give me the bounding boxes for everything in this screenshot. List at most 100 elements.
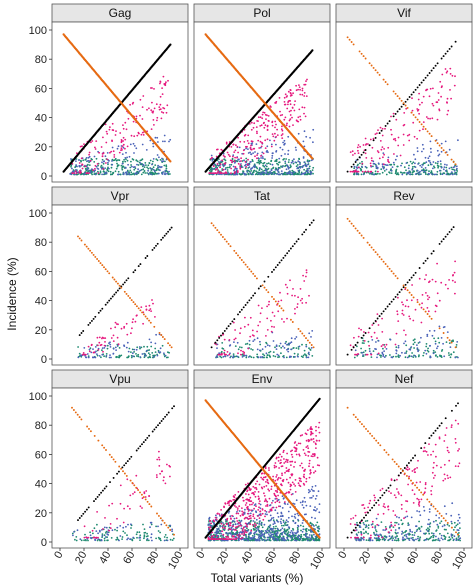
magenta-point [169, 465, 172, 468]
black-line-point [426, 74, 429, 77]
orange-line-point [173, 533, 175, 536]
teal-point [95, 157, 98, 160]
black-line-point [130, 455, 133, 458]
magenta-point [404, 288, 407, 291]
blue-point [159, 347, 162, 350]
magenta-point [285, 96, 288, 98]
orange-line-point [372, 66, 375, 69]
black-line-point [237, 313, 239, 316]
magenta-point [291, 294, 293, 297]
teal-point [294, 534, 297, 537]
magenta-point [98, 151, 100, 154]
blue-point [427, 160, 430, 162]
teal-point [134, 167, 137, 170]
magenta-point [381, 127, 384, 130]
blue-point [383, 356, 386, 358]
orange-line-point [372, 248, 375, 251]
magenta-point [431, 117, 434, 120]
panel-title: Pol [253, 6, 270, 20]
black-line-point [350, 165, 353, 168]
black-line-point [372, 322, 375, 325]
black-line-point [400, 288, 403, 291]
teal-point [114, 170, 117, 173]
teal-point [256, 353, 259, 356]
blue-point [429, 356, 432, 359]
magenta-point [159, 82, 161, 85]
teal-point [75, 536, 78, 538]
black-line-point [308, 224, 311, 226]
magenta-point [228, 353, 231, 356]
magenta-point [284, 93, 287, 96]
magenta-point [161, 470, 164, 473]
teal-point [262, 162, 265, 165]
blue-point [247, 148, 249, 151]
magenta-point [271, 325, 273, 328]
blue-point [297, 514, 300, 517]
magenta-point [150, 128, 153, 131]
orange-line-point [356, 229, 359, 232]
blue-point [164, 172, 166, 174]
magenta-point [281, 472, 283, 475]
teal-point [103, 534, 106, 537]
blue-point [314, 535, 317, 538]
black-line-point [450, 45, 453, 48]
blue-point [270, 533, 273, 536]
teal-point [423, 352, 425, 354]
magenta-point [148, 309, 151, 312]
magenta-point [119, 502, 122, 505]
orange-line-point [278, 305, 281, 307]
blue-point [440, 150, 443, 153]
magenta-point [392, 112, 395, 115]
blue-point [112, 352, 115, 355]
teal-point [138, 531, 141, 534]
orange-line-point [141, 311, 144, 314]
teal-point [268, 354, 271, 357]
magenta-point [132, 120, 135, 123]
magenta-point [287, 103, 289, 106]
black-line-point [231, 320, 234, 323]
teal-point [130, 171, 133, 174]
magenta-point [406, 299, 408, 302]
black-line-point [282, 256, 285, 259]
orange-line-point [246, 265, 249, 268]
black-line-point [291, 245, 294, 248]
black-line-point [442, 55, 445, 58]
teal-point [226, 169, 229, 171]
teal-point [356, 345, 358, 348]
magenta-point [250, 121, 253, 124]
magenta-point [87, 536, 90, 539]
teal-point [222, 348, 225, 350]
teal-point [412, 170, 415, 172]
blue-point [163, 352, 165, 355]
magenta-point [371, 324, 374, 326]
orange-line-point [446, 336, 449, 339]
teal-point [130, 173, 133, 176]
teal-point [165, 167, 168, 170]
blue-point [290, 161, 293, 164]
blue-point [259, 531, 262, 533]
blue-point [312, 539, 315, 542]
orange-line-point [99, 262, 102, 265]
magenta-point [126, 505, 129, 508]
blue-point [314, 509, 317, 512]
teal-point [118, 356, 121, 359]
teal-point [159, 159, 162, 161]
blue-point [301, 530, 304, 533]
magenta-point [277, 300, 280, 303]
teal-point [163, 164, 166, 167]
blue-point [417, 172, 420, 175]
magenta-point [88, 350, 91, 353]
black-line-point [384, 124, 387, 127]
blue-point [301, 522, 304, 524]
orange-line-point [159, 517, 162, 520]
blue-point [440, 166, 443, 169]
magenta-point [267, 119, 270, 122]
black-line-point [244, 304, 247, 306]
teal-point [248, 343, 251, 346]
magenta-point [135, 314, 138, 317]
blue-point [299, 167, 302, 169]
blue-point [217, 528, 220, 531]
orange-line-point [410, 294, 413, 296]
blue-point [305, 345, 308, 348]
blue-point [164, 354, 167, 357]
